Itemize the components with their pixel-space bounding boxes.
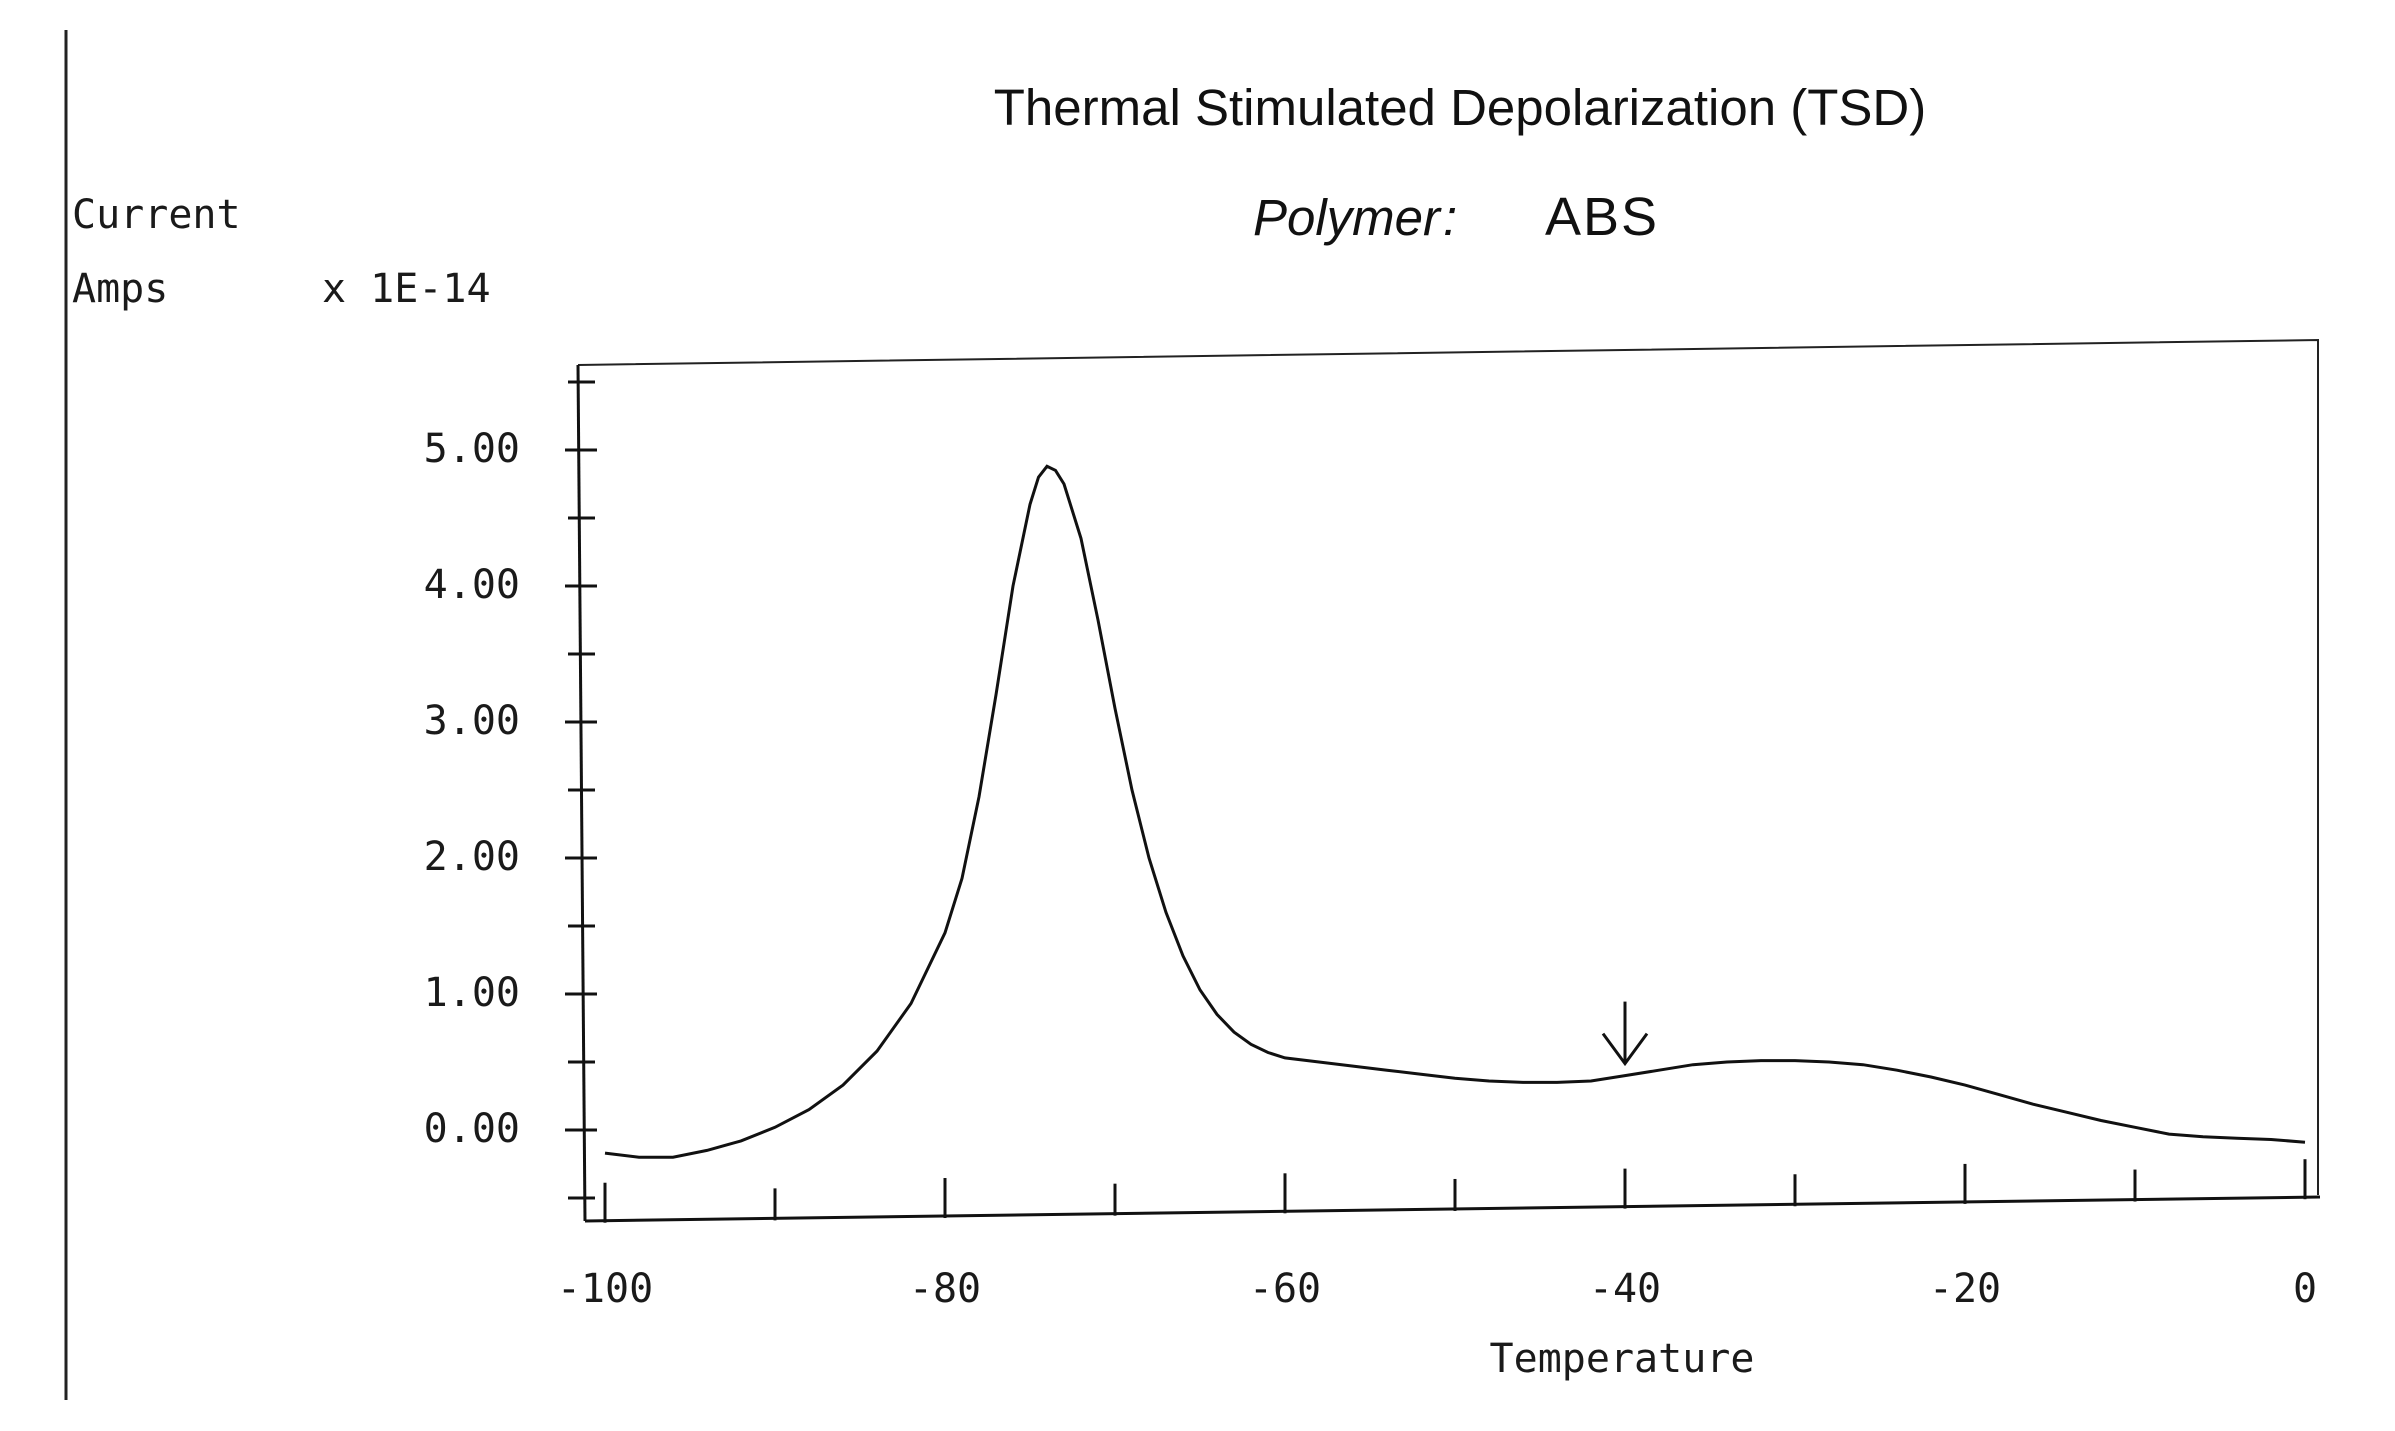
- x-tick-label: -80: [909, 1266, 981, 1312]
- series-layer: [604, 464, 2306, 1159]
- x-tick-label: 0: [2293, 1266, 2317, 1312]
- arrow-head: [1601, 1032, 1649, 1067]
- arrow-annotation: [1601, 1001, 1649, 1067]
- plot-frame: [577, 338, 2319, 1195]
- x-tick-label: -60: [1249, 1266, 1321, 1312]
- x-axis-line: [584, 1195, 2321, 1223]
- x-tick-label: -100: [557, 1266, 653, 1312]
- y-ticks: 0.00 1.00 2.00 3.00 4.00 5.00: [424, 380, 597, 1200]
- subtitle-label: Polymer: [1253, 189, 1442, 246]
- y-axis-label-line2: Amps: [72, 266, 168, 312]
- y-tick-label: 2.00: [424, 834, 520, 880]
- y-tick-label: 1.00: [424, 970, 520, 1016]
- y-tick-label: 3.00: [424, 698, 520, 744]
- x-ticks: -100 -80 -60 -40 -20 0: [557, 1159, 2317, 1312]
- subtitle-colon: :: [1443, 189, 1457, 246]
- y-axis-scale-note: x 1E-14: [322, 266, 491, 312]
- y-tick-label: 5.00: [424, 426, 520, 472]
- x-tick-label: -20: [1929, 1266, 2001, 1312]
- chart-title: Thermal Stimulated Depolarization (TSD): [994, 79, 1927, 136]
- subtitle-value: ABS: [1545, 187, 1659, 247]
- x-axis-label: Temperature: [1490, 1336, 1755, 1382]
- annotation-layer: [1601, 1001, 1649, 1067]
- tsd-curve: [604, 464, 2306, 1159]
- y-tick-label: 4.00: [424, 562, 520, 608]
- y-axis-line: [576, 364, 587, 1222]
- y-axis-label-line1: Current: [72, 192, 241, 238]
- x-tick-label: -40: [1589, 1266, 1661, 1312]
- y-tick-label: 0.00: [424, 1106, 520, 1152]
